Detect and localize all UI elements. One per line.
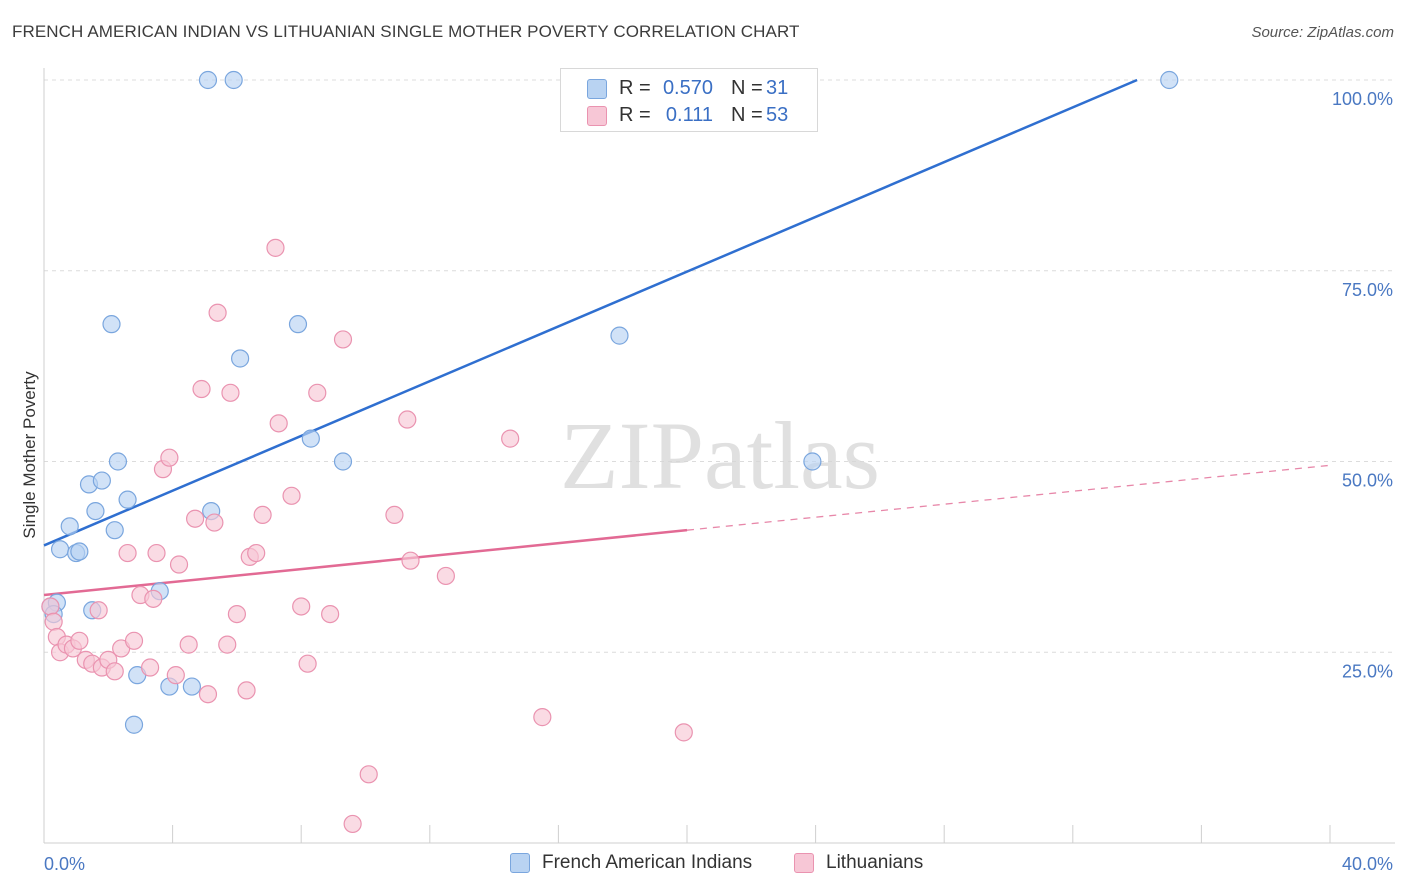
source-label: Source: ZipAtlas.com <box>1251 24 1394 41</box>
y-tick-label: 75.0% <box>1342 280 1393 300</box>
point-lithuanian <box>227 604 246 624</box>
point-lithuanian <box>118 543 137 563</box>
point-french-american-indian <box>1160 70 1179 90</box>
point-french-american-indian <box>108 452 128 471</box>
point-lithuanian <box>41 597 60 616</box>
watermark: ZIPatlas <box>560 402 880 509</box>
point-lithuanian <box>333 330 353 349</box>
point-lithuanian <box>282 486 301 505</box>
x-tick-label: 40.0% <box>1342 854 1393 874</box>
point-lithuanian <box>205 513 224 532</box>
point-lithuanian <box>198 685 218 704</box>
legend-swatch-pink <box>794 853 814 873</box>
point-lithuanian <box>160 448 179 467</box>
point-lithuanian <box>269 414 288 433</box>
point-lithuanian <box>253 505 272 525</box>
data-points <box>41 70 1179 834</box>
point-lithuanian <box>124 631 144 650</box>
point-french-american-indian <box>86 501 105 521</box>
point-french-american-indian <box>124 715 144 734</box>
point-lithuanian <box>247 543 266 563</box>
point-lithuanian <box>674 723 693 742</box>
x-tick-label: 0.0% <box>44 854 85 874</box>
point-lithuanian <box>147 543 166 563</box>
point-lithuanian <box>436 566 455 586</box>
point-french-american-indian <box>610 326 629 345</box>
legend-label: French American Indians <box>542 852 753 873</box>
trend-lines <box>43 78 1331 597</box>
point-lithuanian <box>501 429 520 448</box>
point-french-american-indian <box>301 429 320 448</box>
legend-swatch-blue <box>587 79 607 99</box>
point-french-american-indian <box>105 521 124 540</box>
y-tick-label: 100.0% <box>1332 89 1393 109</box>
point-lithuanian <box>343 814 362 834</box>
trend-line-french-american-indians <box>43 78 1138 547</box>
point-lithuanian <box>385 505 404 525</box>
point-lithuanian <box>179 635 198 654</box>
y-axis-title: Single Mother Poverty <box>20 371 39 539</box>
legend-r-label: R = <box>619 104 651 126</box>
point-lithuanian <box>221 383 240 402</box>
point-french-american-indian <box>92 471 111 490</box>
point-lithuanian <box>140 658 160 677</box>
point-french-american-indian <box>803 452 822 471</box>
trend-line-lithuanians <box>43 528 688 597</box>
legend-n-label: N = <box>731 104 763 126</box>
legend-n-value: 53 <box>766 104 789 126</box>
point-lithuanian <box>398 410 417 429</box>
point-french-american-indian <box>118 490 137 509</box>
legend-label: Lithuanians <box>826 852 924 873</box>
point-french-american-indian <box>60 517 79 536</box>
point-lithuanian <box>401 551 420 570</box>
point-lithuanian <box>169 555 189 574</box>
point-lithuanian <box>308 383 327 402</box>
point-lithuanian <box>533 708 552 727</box>
point-lithuanian <box>218 635 237 654</box>
chart-title: FRENCH AMERICAN INDIAN VS LITHUANIAN SIN… <box>12 22 800 41</box>
legend-n-value: 31 <box>766 77 789 99</box>
point-french-american-indian <box>333 452 353 471</box>
legend-r-value: 0.111 <box>665 104 713 126</box>
point-lithuanian <box>44 612 63 631</box>
point-lithuanian <box>266 238 285 257</box>
point-lithuanian <box>292 597 311 616</box>
correlation-legend: R = 0.570 N = 31 R = 0.111 N = 53 <box>560 68 818 132</box>
point-french-american-indian <box>70 542 89 561</box>
point-lithuanian <box>208 303 227 322</box>
legend-r-label: R = <box>619 77 651 99</box>
legend-row-blue: R = 0.570 N = 31 <box>561 75 817 101</box>
point-lithuanian <box>166 666 185 685</box>
point-lithuanian <box>186 509 205 528</box>
point-french-american-indian <box>50 540 70 559</box>
legend-swatch-pink <box>587 106 607 126</box>
legend-r-value: 0.570 <box>662 77 713 99</box>
point-french-american-indian <box>182 677 201 696</box>
point-lithuanian <box>70 631 89 650</box>
point-lithuanian <box>237 681 256 700</box>
point-lithuanian <box>321 604 340 624</box>
point-french-american-indian <box>198 70 218 90</box>
point-lithuanian <box>144 589 163 608</box>
point-french-american-indian <box>224 70 243 90</box>
tick-labels: 25.0% 50.0% 75.0% 100.0% 0.0% 40.0% <box>44 89 1393 874</box>
legend-n-label: N = <box>731 77 763 99</box>
point-lithuanian <box>359 765 378 784</box>
y-tick-label: 50.0% <box>1342 471 1393 491</box>
trend-line-extension <box>686 464 1331 531</box>
point-lithuanian <box>298 654 317 673</box>
grid-lines <box>44 79 1395 653</box>
point-french-american-indian <box>288 315 308 334</box>
legend-row-pink: R = 0.111 N = 53 <box>561 102 817 128</box>
y-tick-label: 25.0% <box>1342 661 1393 681</box>
point-lithuanian <box>89 601 108 620</box>
legend-swatch-blue <box>510 853 530 873</box>
point-french-american-indian <box>102 315 121 334</box>
point-french-american-indian <box>231 349 250 368</box>
axes <box>43 68 1395 844</box>
point-lithuanian <box>105 662 124 681</box>
point-lithuanian <box>192 379 211 399</box>
